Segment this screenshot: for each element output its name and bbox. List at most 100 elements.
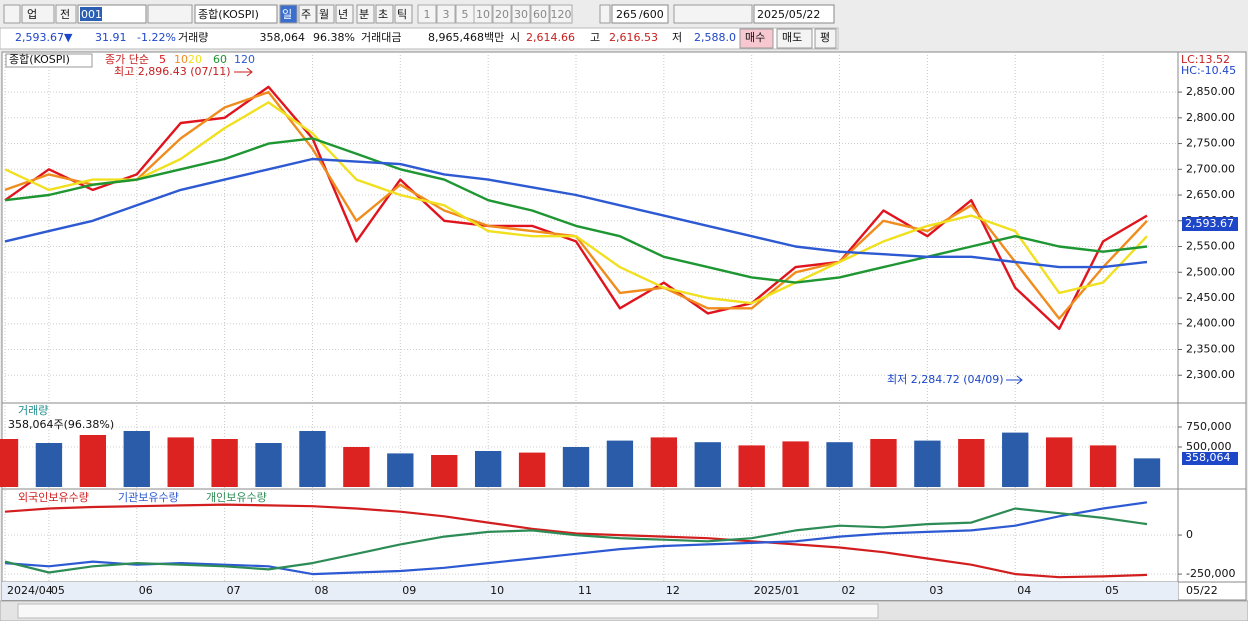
avg-btn[interactable] xyxy=(814,28,837,49)
volume-label: 거래량 xyxy=(178,31,208,44)
x-tick-label: 2025/01 xyxy=(754,584,800,597)
market-select[interactable] xyxy=(21,4,55,24)
interval-btn[interactable] xyxy=(530,4,550,24)
icon[interactable] xyxy=(3,4,21,24)
prefix: 전 xyxy=(60,8,70,21)
y-tick-label: 2,700.00 xyxy=(1186,162,1235,175)
volume-bar xyxy=(1002,432,1029,487)
buy: 매수 xyxy=(745,31,765,44)
volume-bar xyxy=(431,455,458,487)
y-tick-label: 0 xyxy=(1186,528,1193,541)
period-btn[interactable] xyxy=(316,4,335,24)
volume-bar xyxy=(606,440,634,487)
series-line xyxy=(4,501,1148,576)
max: /600 xyxy=(639,8,664,21)
interval-btn[interactable] xyxy=(511,4,531,24)
volume: 358,064 xyxy=(260,31,306,44)
y-tick-label: 2,550.00 xyxy=(1186,240,1235,253)
volume-bar xyxy=(562,447,590,487)
chart-title: 거래량 xyxy=(18,404,48,417)
interval: 1 xyxy=(424,8,431,21)
period-btn[interactable] xyxy=(298,4,317,24)
period: 분 xyxy=(359,8,369,21)
x-tick-label: 08 xyxy=(314,584,328,597)
tool-icons[interactable] xyxy=(673,4,753,24)
period-btn[interactable] xyxy=(375,4,394,24)
volume-bar xyxy=(1133,458,1161,487)
x-tick-label: 03 xyxy=(929,584,943,597)
prefix-btn[interactable] xyxy=(55,4,77,24)
volume-tag-label: 358,064 xyxy=(1185,451,1231,464)
period-btn[interactable] xyxy=(356,4,375,24)
legend-entry: 5 xyxy=(159,53,166,66)
x-tick-label: 07 xyxy=(227,584,241,597)
interval-btn[interactable] xyxy=(473,4,493,24)
price: 2,593.67▼ xyxy=(15,31,73,44)
legend-entry: 개인보유수량 xyxy=(206,491,267,504)
buy-btn[interactable] xyxy=(739,28,774,49)
price-tag-label: 2,593.67 xyxy=(1185,217,1234,230)
sell-btn[interactable] xyxy=(776,28,813,49)
annotation-arrow xyxy=(1006,375,1023,385)
series-line xyxy=(4,157,1148,269)
volume-bar xyxy=(1089,445,1117,487)
icons[interactable] xyxy=(147,4,193,24)
interval-btn[interactable] xyxy=(549,4,573,24)
volume-bar xyxy=(826,442,853,487)
low-label: 저 xyxy=(672,31,682,44)
low: 2,588.0 xyxy=(694,31,736,44)
period: 일 xyxy=(282,7,292,21)
name-box xyxy=(194,4,278,24)
volume-bar xyxy=(123,431,150,487)
interval-btn[interactable] xyxy=(417,4,437,24)
period: 주 xyxy=(301,8,311,21)
high-label: 고 xyxy=(590,31,600,44)
count-box[interactable] xyxy=(611,4,669,24)
legend-entry: 120 xyxy=(234,53,255,66)
volume-bar xyxy=(782,441,809,487)
interval: 10 xyxy=(476,8,490,21)
interval: 5 xyxy=(462,8,469,21)
y-tick-label: 2,350.00 xyxy=(1186,342,1235,355)
volume-bar xyxy=(518,452,546,487)
date-strip xyxy=(2,582,1178,600)
amount: 8,965,468백만 xyxy=(428,31,504,44)
toolbar: 업 전 001 종합(KOSPI) 265 /600 2025/05/22 xyxy=(3,4,835,24)
sell: 매도 xyxy=(782,31,802,44)
volume-bar xyxy=(650,437,678,487)
y-tick-label: -250,000 xyxy=(1186,567,1235,580)
quote-bar: 2,593.67▼ 31.91 -1.22% 거래량 358,064 96.38… xyxy=(0,27,839,50)
name: 종합(KOSPI) xyxy=(198,8,259,21)
interval: 60 xyxy=(533,8,547,21)
volume-bar xyxy=(1045,437,1073,487)
y-tick-label: 2,400.00 xyxy=(1186,317,1235,330)
change: 31.91 xyxy=(95,31,127,44)
x-tick-label: 12 xyxy=(666,584,680,597)
scroll-thumb[interactable] xyxy=(17,603,879,619)
annotation-arrow xyxy=(234,67,253,77)
date-box[interactable] xyxy=(753,4,835,24)
x-tick-label: 04 xyxy=(1017,584,1031,597)
volume-rate: 96.38% xyxy=(313,31,355,44)
x-tick-label: 2024/04 xyxy=(7,584,53,597)
period-btn[interactable] xyxy=(335,4,354,24)
x-tick-label: 10 xyxy=(490,584,504,597)
volume-bar xyxy=(958,439,985,487)
y-tick-label: 2,850.00 xyxy=(1186,85,1235,98)
interval: 3 xyxy=(443,8,450,21)
period-btn[interactable] xyxy=(394,4,413,24)
chart-subtitle: 358,064주(96.38%) xyxy=(8,418,114,431)
open: 2,614.66 xyxy=(526,31,575,44)
volume-bar xyxy=(35,443,63,487)
interval-btn[interactable] xyxy=(492,4,512,24)
x-tick-label: 05 xyxy=(1105,584,1119,597)
period: 월 xyxy=(319,8,329,21)
dropdown[interactable] xyxy=(599,4,611,24)
code: 001 xyxy=(81,8,102,21)
y-tick-label: 750,000 xyxy=(1186,420,1232,433)
interval-btn[interactable] xyxy=(436,4,456,24)
series-line xyxy=(4,507,1148,574)
chart-title: 종합(KOSPI) xyxy=(9,53,70,66)
period-btn[interactable] xyxy=(279,4,298,24)
